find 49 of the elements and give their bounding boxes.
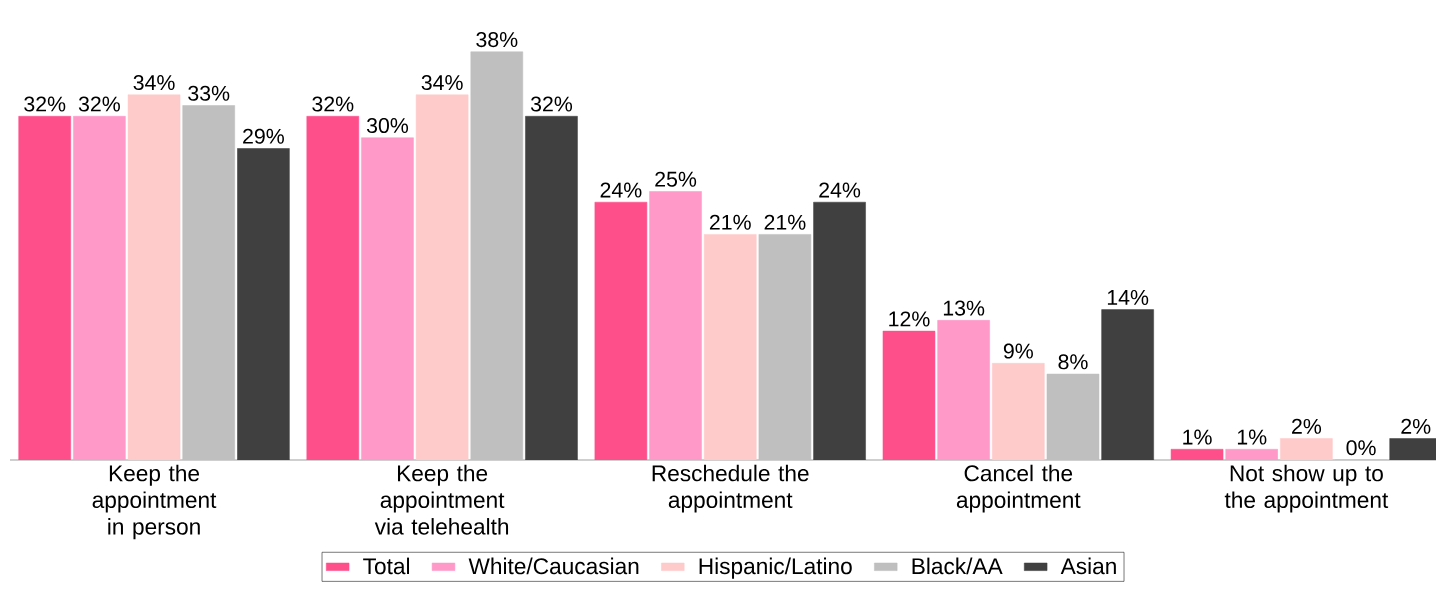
data-label: 24%: [819, 182, 861, 198]
data-label: 2%: [1401, 418, 1431, 434]
data-label: 34%: [421, 74, 463, 91]
data-label: 32%: [312, 96, 354, 112]
data-label: 32%: [78, 96, 120, 112]
data-label: 8%: [1058, 354, 1088, 370]
bar: [649, 191, 702, 460]
data-label: 0%: [1346, 440, 1376, 456]
data-label: 21%: [709, 214, 751, 230]
data-label: 29%: [243, 128, 284, 144]
bar: [937, 320, 990, 460]
data-label: 34%: [133, 74, 175, 91]
data-label: 25%: [655, 171, 697, 187]
legend-label: White/Caucasian: [468, 557, 639, 575]
data-label: 32%: [530, 96, 573, 112]
bar: [127, 94, 181, 460]
bar: [361, 137, 414, 460]
bar: [703, 234, 757, 460]
bar: [813, 201, 866, 460]
data-label: 32%: [24, 96, 66, 112]
bar: [415, 94, 469, 460]
x-tick-label: Cancel the appointment: [956, 464, 1081, 513]
bar: [1280, 438, 1333, 460]
legend-label: Total: [363, 557, 410, 575]
bar: [73, 116, 126, 460]
bar: [1101, 309, 1154, 460]
x-tick-label: Reschedule the appointment: [652, 464, 809, 513]
data-label: 9%: [1003, 343, 1033, 359]
bar: [1225, 448, 1278, 460]
legend-label: Black/AA: [912, 557, 1003, 575]
data-label: 1%: [1183, 429, 1212, 445]
bar: [237, 148, 290, 460]
data-label: 13%: [943, 300, 985, 316]
bar: [992, 363, 1045, 460]
data-label: 38%: [476, 32, 518, 48]
data-label: 14%: [1107, 289, 1149, 305]
bar: [525, 116, 578, 460]
legend-label: Hispanic/Latino: [699, 557, 852, 579]
data-label: 12%: [889, 311, 930, 327]
data-label: 33%: [188, 85, 230, 101]
legend-label: Asian: [1060, 557, 1116, 575]
x-tick-label: Not show up to the appointment: [1224, 464, 1389, 513]
x-tick-label: Keep the appointment in person: [92, 464, 217, 540]
x-tick-label: Keep the appointment via telehealth: [374, 464, 509, 535]
data-label: 24%: [600, 182, 642, 198]
data-label: 2%: [1292, 418, 1322, 434]
data-label: 30%: [366, 117, 409, 134]
data-label: 21%: [764, 214, 806, 230]
data-label: 1%: [1237, 429, 1267, 445]
